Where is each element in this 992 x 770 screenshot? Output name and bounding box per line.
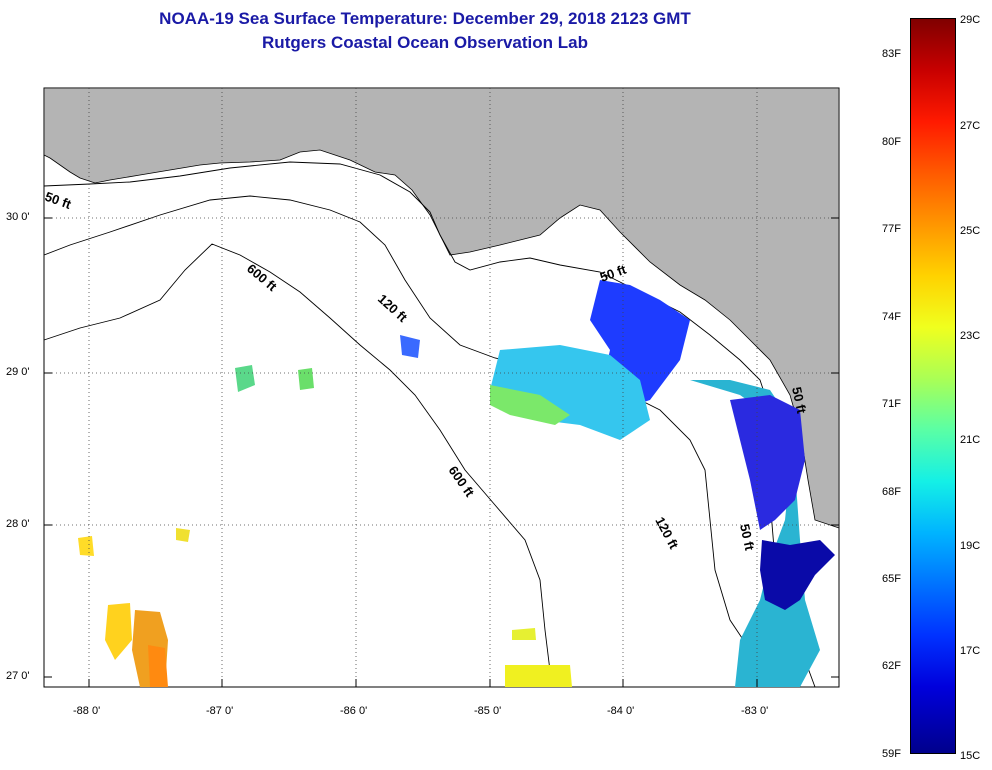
graticule — [44, 88, 839, 687]
colorbar-fahrenheit-label: 77F — [882, 223, 901, 235]
contour-label: 50 ft — [737, 523, 757, 553]
sst-patch-orange-sw2 — [148, 645, 168, 687]
colorbar-fahrenheit-label: 71F — [882, 398, 901, 410]
colorbar-celsius-label: 27C — [960, 120, 981, 132]
lon-tick-label: -85 0' — [474, 705, 502, 717]
colorbar-celsius-label: 15C — [960, 750, 981, 762]
map-subtitle: Rutgers Coastal Ocean Observation Lab — [262, 33, 588, 52]
sst-patch-green-west2 — [298, 368, 314, 390]
lon-tick-label: -84 0' — [607, 705, 635, 717]
sst-patch-green-west — [235, 365, 255, 392]
map-title: NOAA-19 Sea Surface Temperature: Decembe… — [159, 9, 691, 28]
colorbar-celsius-label: 21C — [960, 434, 981, 446]
sst-patch-blue-small — [400, 335, 420, 358]
land-mass — [43, 87, 840, 529]
sst-patch-yellow-south2 — [512, 628, 536, 640]
colorbar-fahrenheit-label: 59F — [882, 748, 901, 760]
axis-ticks — [44, 217, 839, 687]
contour-120ft — [43, 195, 791, 688]
sst-patch-yellow-sw3 — [78, 536, 94, 556]
sst-patch-yellow-sw4 — [176, 528, 190, 542]
sst-patch-green-central — [490, 385, 570, 425]
lon-tick-label: -88 0' — [73, 705, 101, 717]
sst-patch-navy-tampa — [760, 540, 835, 610]
colorbar-fahrenheit-label: 83F — [882, 48, 901, 60]
lat-tick-label: 29 0' — [6, 366, 30, 378]
lon-tick-label: -86 0' — [340, 705, 368, 717]
colorbar-fahrenheit-label: 80F — [882, 136, 901, 148]
lat-tick-label: 30 0' — [6, 211, 30, 223]
sst-patch-blue-east — [730, 395, 805, 530]
temperature-colorbar — [910, 18, 956, 754]
lat-tick-label: 28 0' — [6, 518, 30, 530]
lon-tick-label: -83 0' — [741, 705, 769, 717]
colorbar-celsius-label: 17C — [960, 645, 981, 657]
contour-600ft — [43, 243, 553, 688]
colorbar-celsius-label: 29C — [960, 14, 981, 26]
contour-label: 50 ft — [789, 386, 809, 416]
lat-tick-label: 27 0' — [6, 670, 30, 682]
colorbar-fahrenheit-label: 74F — [882, 311, 901, 323]
colorbar-fahrenheit-label: 65F — [882, 573, 901, 585]
sst-patch-yellow-south — [505, 665, 572, 687]
colorbar-celsius-label: 19C — [960, 540, 981, 552]
lon-tick-label: -87 0' — [206, 705, 234, 717]
sst-patch-yellow-sw — [105, 603, 132, 660]
colorbar-fahrenheit-label: 68F — [882, 486, 901, 498]
colorbar-fahrenheit-label: 62F — [882, 660, 901, 672]
colorbar-celsius-label: 25C — [960, 225, 981, 237]
colorbar-celsius-label: 23C — [960, 330, 981, 342]
sst-overlay — [78, 280, 835, 687]
